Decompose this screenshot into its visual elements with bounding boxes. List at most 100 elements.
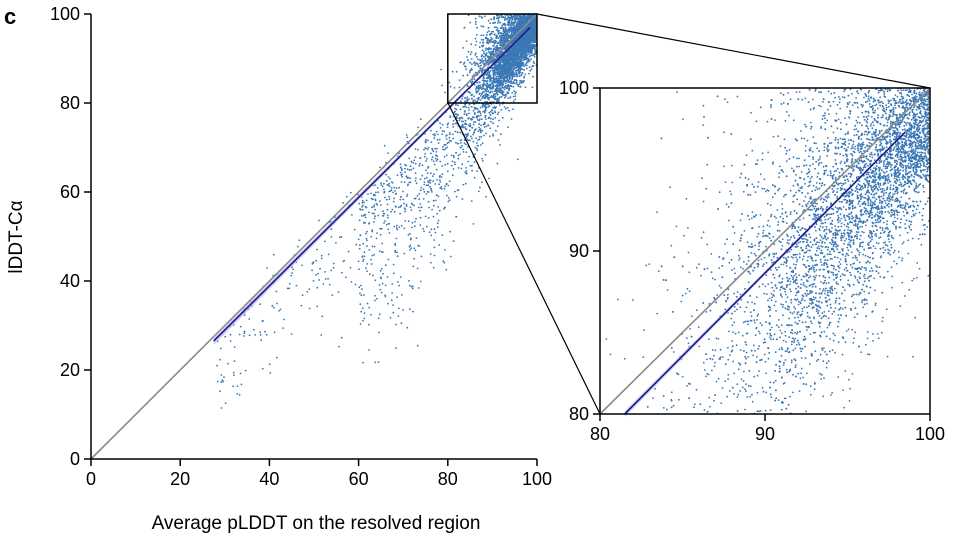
main-point — [493, 110, 496, 112]
main-point — [476, 26, 478, 29]
main-point — [463, 113, 466, 115]
main-point — [502, 32, 504, 35]
main-point — [467, 106, 470, 109]
main-point — [489, 84, 492, 87]
main-point — [481, 45, 484, 48]
main-point — [515, 81, 518, 84]
main-point — [503, 27, 505, 30]
main-point — [492, 122, 495, 124]
main-point — [514, 37, 517, 40]
main-point — [509, 50, 512, 52]
main-point — [503, 96, 506, 99]
main-point — [490, 30, 493, 33]
main-point — [513, 48, 516, 50]
main-point — [474, 37, 477, 40]
main-point — [501, 116, 504, 119]
main-point — [483, 52, 486, 55]
main-point — [494, 81, 497, 84]
main-point — [477, 63, 479, 66]
main-point — [507, 24, 510, 27]
main-point — [484, 118, 487, 120]
main-point — [489, 55, 492, 58]
main-point — [507, 22, 510, 25]
main-point — [467, 50, 470, 53]
main-point — [509, 18, 511, 20]
main-point — [511, 29, 514, 32]
main-point — [485, 125, 488, 128]
main-point — [512, 108, 514, 110]
main-point — [503, 30, 506, 32]
main-point — [501, 64, 504, 67]
main-point — [499, 44, 501, 46]
main-point — [521, 63, 524, 65]
main-point — [523, 69, 525, 71]
main-point — [475, 137, 477, 140]
main-point — [469, 61, 472, 64]
main-point — [514, 15, 516, 17]
main-point — [482, 51, 485, 53]
main-point — [478, 65, 480, 68]
main-point — [508, 89, 510, 92]
main-point — [499, 27, 502, 29]
main-point — [462, 47, 465, 49]
main-point — [445, 144, 447, 146]
main-point — [516, 74, 519, 77]
main-point — [478, 96, 480, 99]
main-point — [494, 116, 497, 119]
main-point — [475, 34, 478, 36]
main-point — [481, 71, 483, 73]
main-point — [492, 50, 494, 53]
main-point — [476, 87, 479, 89]
main-point — [494, 40, 496, 42]
main-point — [456, 142, 459, 145]
main-point — [499, 70, 502, 73]
main-point — [471, 68, 473, 71]
main-point — [495, 90, 498, 93]
main-point — [484, 115, 487, 117]
main-point — [488, 41, 491, 44]
main-point — [478, 81, 481, 84]
main-point — [470, 51, 473, 54]
main-point — [480, 118, 483, 120]
main-point — [459, 61, 462, 64]
main-point — [486, 42, 489, 45]
main-point — [504, 32, 507, 35]
main-point — [479, 87, 482, 89]
main-point — [496, 15, 499, 17]
main-point — [501, 24, 503, 27]
main-point — [458, 86, 461, 89]
main-point — [516, 52, 519, 55]
main-point — [487, 56, 490, 59]
main-point — [482, 34, 485, 37]
main-point — [467, 145, 469, 148]
main-point — [478, 15, 481, 18]
main-point — [486, 48, 489, 50]
main-point — [531, 25, 534, 27]
main-point — [484, 57, 487, 60]
main-point — [493, 33, 496, 36]
main-point — [490, 36, 493, 39]
main-point — [498, 119, 500, 122]
main-point — [491, 91, 494, 93]
main-point — [514, 65, 516, 68]
main-point — [451, 70, 454, 73]
main-point — [478, 46, 481, 48]
main-point — [483, 121, 486, 124]
main-point — [491, 77, 494, 79]
main-point — [487, 59, 489, 61]
main-point — [492, 44, 494, 47]
main-point — [463, 61, 466, 64]
main-point — [476, 100, 479, 102]
main-point — [480, 38, 483, 41]
main-point — [503, 19, 506, 21]
main-point — [448, 81, 451, 84]
main-point — [470, 58, 473, 60]
main-point — [474, 52, 477, 55]
main-point — [504, 79, 507, 82]
main-point — [479, 144, 482, 146]
main-point — [525, 19, 528, 21]
main-point — [493, 26, 496, 29]
main-point — [489, 22, 491, 24]
main-point — [469, 139, 471, 142]
